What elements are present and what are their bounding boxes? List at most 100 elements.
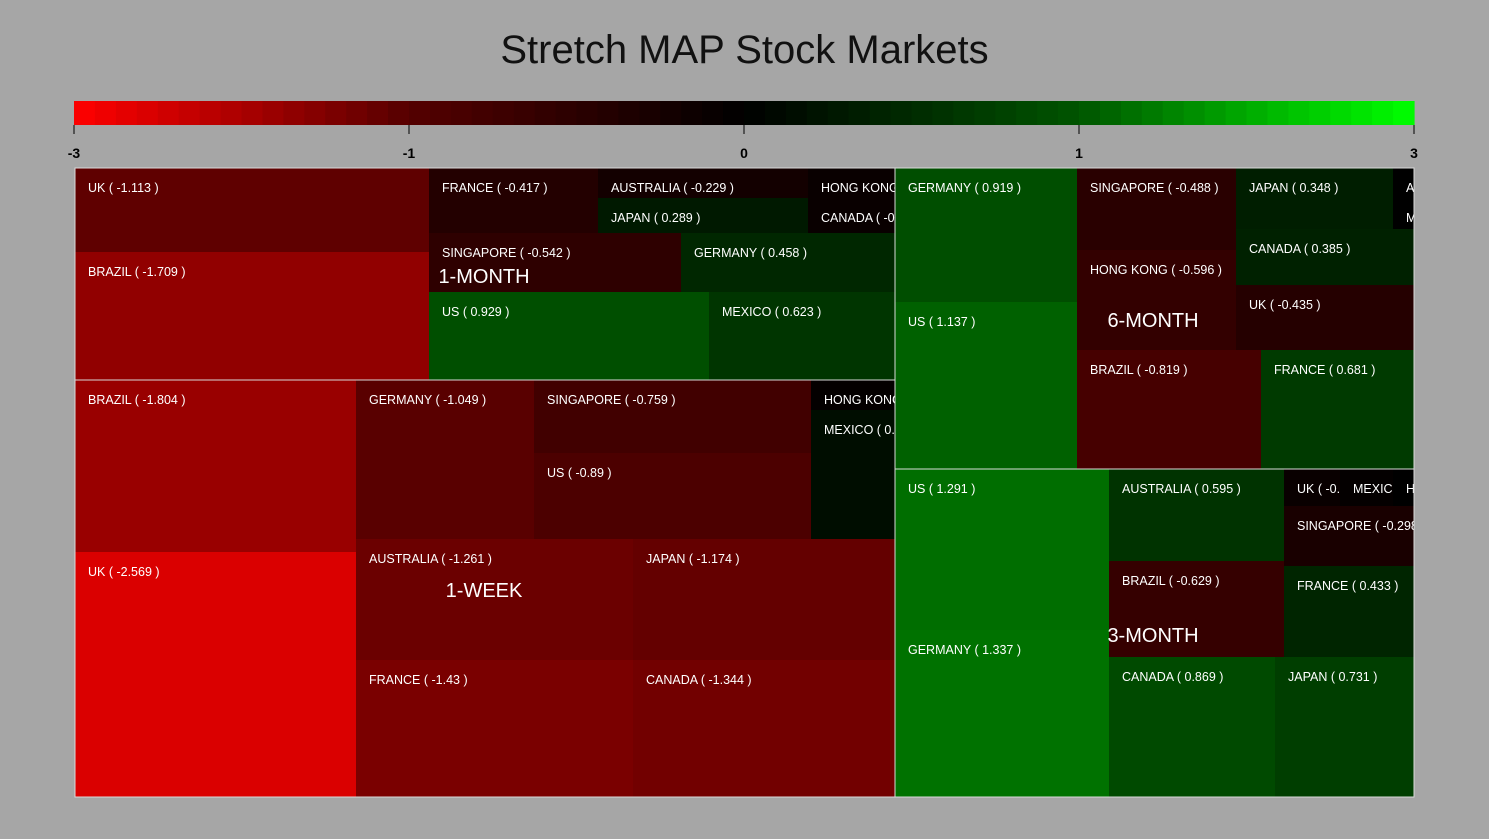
treemap-cell xyxy=(356,539,633,660)
color-scale-step xyxy=(534,101,557,125)
treemap-cell-label: US ( 1.137 ) xyxy=(908,315,975,329)
color-scale-step xyxy=(723,101,745,125)
treemap-group-label: 3-MONTH xyxy=(1107,625,1198,647)
color-scale-step xyxy=(1330,101,1352,125)
treemap-cell xyxy=(598,168,808,198)
color-scale-step xyxy=(136,101,159,125)
treemap-cell xyxy=(75,380,356,552)
treemap-cell-label: JAPAN ( 0.289 ) xyxy=(611,211,700,225)
treemap-cell xyxy=(808,198,895,233)
treemap-cell xyxy=(811,380,895,410)
treemap-cell xyxy=(1393,469,1414,506)
treemap-cell-label: UK ( -2.569 ) xyxy=(88,565,160,579)
color-scale-step xyxy=(1099,101,1122,125)
treemap-cell xyxy=(895,168,1077,302)
treemap-cell-label: UK ( -0. xyxy=(1297,482,1340,496)
color-scale-step xyxy=(806,101,829,125)
treemap-cell xyxy=(1236,168,1393,229)
treemap-cell-label: JAPAN ( -1.174 ) xyxy=(646,552,740,566)
treemap-cell xyxy=(1236,229,1414,285)
treemap-cell-label: GERMANY ( -1.049 ) xyxy=(369,393,486,407)
color-scale-step xyxy=(555,101,578,125)
treemap-cell xyxy=(1236,285,1414,350)
treemap-cell xyxy=(1284,566,1414,657)
treemap-cell xyxy=(895,469,1109,630)
color-scale-step xyxy=(471,101,494,125)
treemap-cell xyxy=(429,168,598,233)
treemap-cell-label: CANADA ( 0.869 ) xyxy=(1122,670,1223,684)
treemap-cell-label: FRANCE ( -0.417 ) xyxy=(442,181,548,195)
treemap-cell xyxy=(356,380,534,539)
treemap-cell-label: H xyxy=(1406,482,1415,496)
color-scale-step xyxy=(283,101,305,125)
color-scale-step xyxy=(1016,101,1038,125)
color-scale-step xyxy=(262,101,284,125)
treemap-cell xyxy=(1284,506,1414,566)
color-scale-step xyxy=(346,101,368,125)
color-scale-step xyxy=(702,101,724,125)
treemap-cell-label: US ( 1.291 ) xyxy=(908,482,975,496)
color-scale-step xyxy=(1141,101,1164,125)
treemap-cell-label: HONG KONG xyxy=(824,393,902,407)
color-scale-step xyxy=(1183,101,1206,125)
treemap-cell xyxy=(429,233,681,292)
treemap-cell-label: FRANCE ( 0.433 ) xyxy=(1297,579,1398,593)
treemap-cell xyxy=(633,539,895,660)
treemap-cell xyxy=(1077,168,1236,250)
treemap-cell-label: GERMANY ( 0.458 ) xyxy=(694,246,807,260)
treemap-cell-label: UK ( -0.435 ) xyxy=(1249,298,1321,312)
color-scale-tick-label: 1 xyxy=(1075,145,1083,161)
color-scale-step xyxy=(388,101,410,125)
color-scale-step xyxy=(744,101,766,125)
color-scale-step xyxy=(764,101,787,125)
treemap-cell xyxy=(895,630,1109,797)
color-scale-tick-label: 3 xyxy=(1410,145,1418,161)
color-scale-step xyxy=(618,101,640,125)
color-scale-step xyxy=(157,101,180,125)
treemap-cell-label: BRAZIL ( -0.629 ) xyxy=(1122,574,1220,588)
treemap-cell xyxy=(75,252,429,380)
color-scale-step xyxy=(220,101,243,125)
treemap-cell xyxy=(1393,198,1414,229)
treemap-cell-label: JAPAN ( 0.731 ) xyxy=(1288,670,1377,684)
color-scale-step xyxy=(639,101,661,125)
treemap-cell-label: GERMANY ( 0.919 ) xyxy=(908,181,1021,195)
treemap-cell xyxy=(1340,469,1393,506)
color-scale-step xyxy=(1246,101,1269,125)
treemap-cell-label: AUSTRALIA ( -1.261 ) xyxy=(369,552,492,566)
color-scale-step xyxy=(178,101,201,125)
color-scale-step xyxy=(1288,101,1310,125)
treemap-cell-label: MEXIC xyxy=(1353,482,1393,496)
color-scale-step xyxy=(199,101,222,125)
color-scale-step xyxy=(1204,101,1227,125)
color-scale-step xyxy=(1037,101,1059,125)
color-scale-step xyxy=(94,101,117,125)
treemap-cell xyxy=(709,292,895,380)
treemap-cell xyxy=(1109,561,1284,657)
color-scale-step xyxy=(325,101,347,125)
color-scale-step xyxy=(995,101,1017,125)
treemap-cell-label: CANADA ( 0.385 ) xyxy=(1249,242,1350,256)
color-scale-step xyxy=(1267,101,1289,125)
color-scale-step xyxy=(890,101,913,125)
treemap-group-label: 6-MONTH xyxy=(1107,310,1198,332)
color-scale-step xyxy=(1162,101,1185,125)
color-scale-step xyxy=(304,101,326,125)
color-scale-step xyxy=(367,101,389,125)
treemap-cell xyxy=(356,660,633,797)
treemap-cell xyxy=(429,292,709,380)
treemap-cell-label: BRAZIL ( -1.709 ) xyxy=(88,265,186,279)
color-scale-step xyxy=(576,101,599,125)
treemap-cell xyxy=(534,380,811,453)
treemap-cell xyxy=(598,198,808,233)
color-scale-step xyxy=(681,101,703,125)
color-scale-step xyxy=(869,101,892,125)
treemap-cell-label: UK ( -1.113 ) xyxy=(88,181,159,195)
color-scale-step xyxy=(848,101,871,125)
treemap-cell xyxy=(811,410,895,539)
color-scale-step xyxy=(974,101,996,125)
color-scale-step xyxy=(241,101,264,125)
color-scale-step xyxy=(513,101,536,125)
chart-title: Stretch MAP Stock Markets xyxy=(500,28,989,72)
